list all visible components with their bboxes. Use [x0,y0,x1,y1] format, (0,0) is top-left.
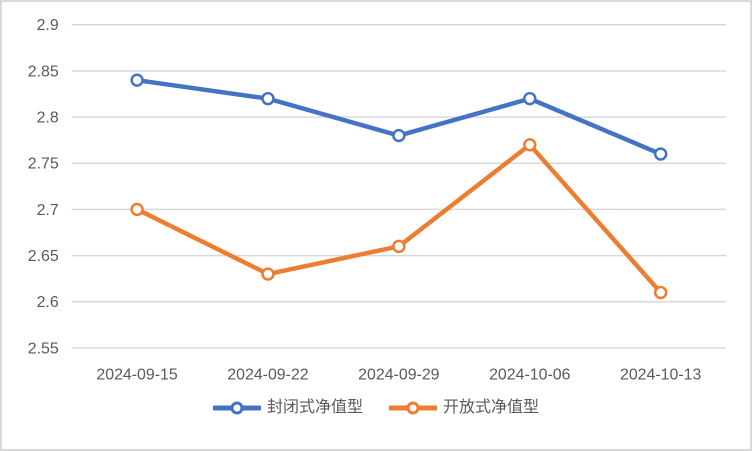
data-point-marker [523,91,537,106]
data-point-marker [261,267,275,281]
data-point-marker [392,239,406,254]
y-tick-label: 2.55 [28,340,59,357]
data-point-marker [392,128,406,143]
legend-line-marker-icon [389,401,437,415]
legend-item-closed-net-value: 封闭式净值型 [212,399,363,416]
y-tick-label: 2.7 [37,202,59,219]
y-tick-label: 2.8 [37,110,59,127]
x-tick-label: 2024-09-22 [227,367,309,384]
x-tick-label: 2024-10-13 [620,367,702,384]
chart-legend: 封闭式净值型 开放式净值型 [2,400,750,416]
y-tick-label: 2.75 [28,156,59,173]
series-line [134,142,663,295]
data-point-marker [130,73,144,87]
data-point-marker [261,91,275,106]
data-point-marker [653,285,668,300]
data-point-marker [653,147,668,161]
x-tick-label: 2024-09-29 [358,367,440,384]
legend-line-marker-icon [212,401,261,415]
y-tick-label: 2.6 [37,294,59,311]
legend-label: 封闭式净值型 [266,399,363,416]
data-point-marker [130,202,144,217]
x-tick-label: 2024-09-15 [96,367,178,384]
y-tick-label: 2.65 [28,248,59,265]
legend-label: 开放式净值型 [443,399,540,416]
y-tick-label: 2.85 [28,63,59,80]
legend-item-open-net-value: 开放式净值型 [389,400,539,416]
x-tick-label: 2024-10-06 [489,367,571,384]
data-point-marker [523,138,537,152]
y-tick-label: 2.9 [37,17,59,34]
